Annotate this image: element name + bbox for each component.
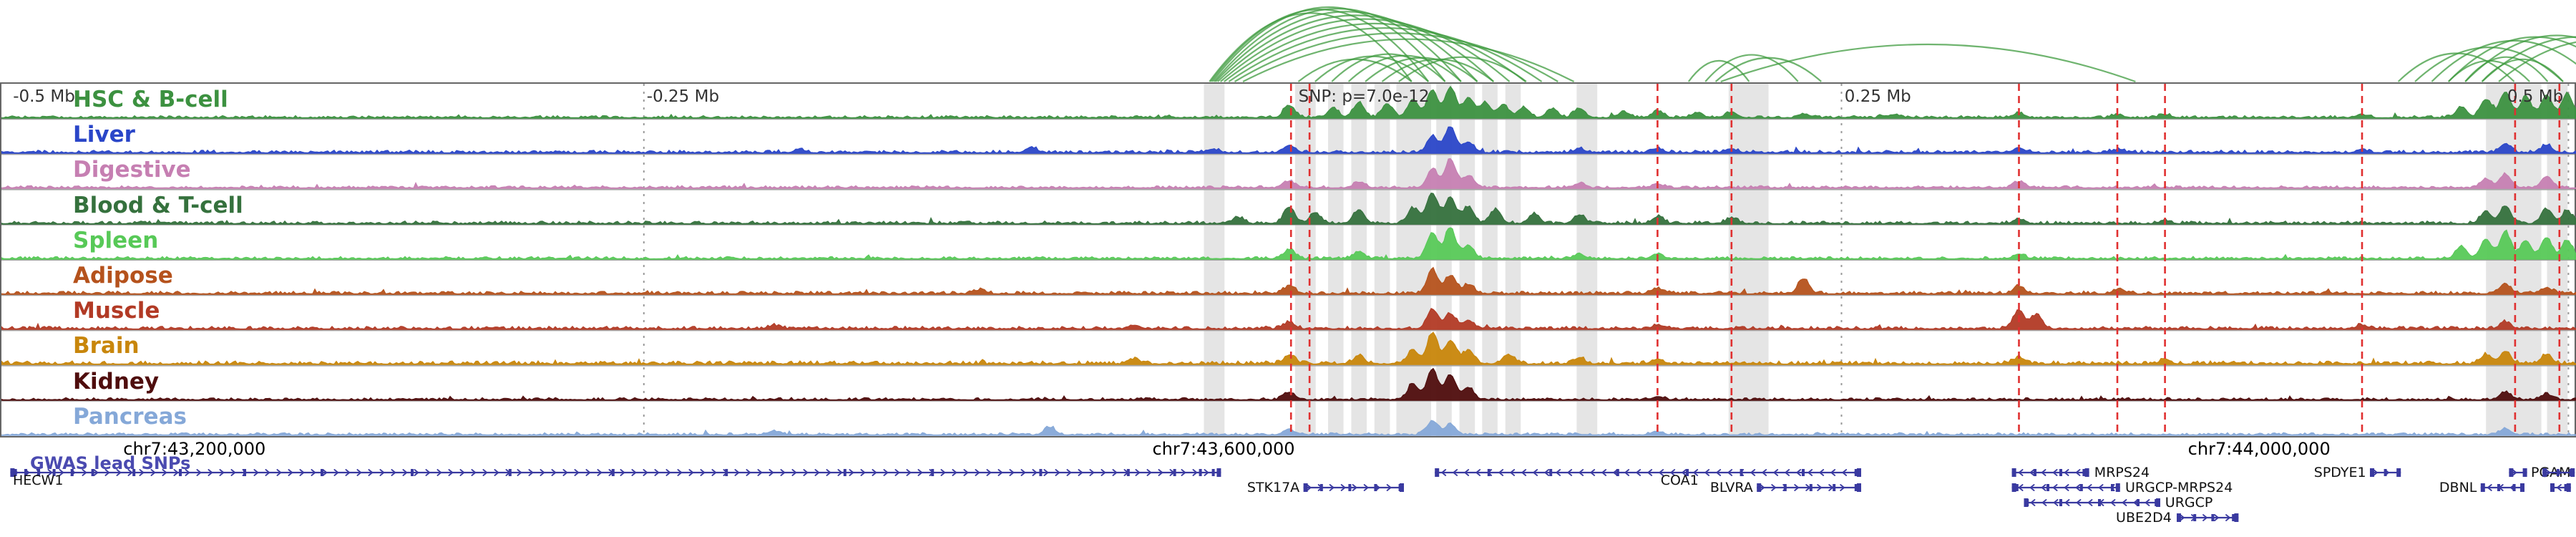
interaction-arc: [1234, 32, 1558, 82]
gene-model: DBNL: [2439, 480, 2524, 495]
gene-model: SPDYE1: [2314, 465, 2401, 480]
interaction-arc: [2481, 36, 2576, 82]
interaction-arc: [2448, 59, 2530, 82]
track-row: Spleen: [1, 225, 2576, 260]
interaction-arc: [1228, 27, 1543, 82]
track-signal: [1, 332, 2576, 366]
interaction-arc: [1331, 53, 1446, 82]
gene-label: URGCP-MRPS24: [2125, 480, 2233, 495]
gene-label: HECW1: [13, 473, 63, 488]
gene-model: MRPS24: [2011, 465, 2150, 480]
track-label: Spleen: [73, 227, 159, 253]
track-signal: [1, 126, 2576, 154]
interaction-arc: [1219, 18, 1511, 82]
track-row: Pancreas: [1, 401, 2576, 436]
interaction-arcs-canvas: [1209, 6, 2576, 82]
gene-label: COA1: [1661, 473, 1699, 488]
interaction-arc: [1704, 54, 1799, 82]
track-label: Blood & T-cell: [73, 192, 243, 218]
interaction-arc: [1213, 8, 1462, 82]
track-label: Adipose: [73, 263, 173, 289]
interaction-arc: [1381, 58, 1494, 82]
interaction-arc: [1365, 57, 1478, 82]
scale-label: -0.5 Mb: [13, 87, 75, 106]
interaction-arc: [1224, 22, 1526, 82]
track-label: Kidney: [73, 368, 160, 395]
coordinate-label: chr7:43,200,000: [123, 439, 266, 459]
coordinate-label: chr7:43,600,000: [1152, 439, 1295, 459]
track-signal: [1, 85, 2576, 119]
gene-label: BLVRA: [1710, 480, 1753, 495]
track-row: Kidney: [1, 366, 2576, 401]
interaction-arc: [2431, 39, 2576, 82]
track-rows: HSC & B-cell Liver Digestive Blood & T-cell…: [1, 84, 2576, 436]
interaction-arc: [2448, 36, 2576, 82]
interaction-arc: [1714, 57, 1822, 82]
interaction-arc: [1216, 14, 1495, 82]
track-label: Liver: [73, 122, 135, 148]
gene-model: [2550, 483, 2571, 492]
gene-model: BLVRA: [1710, 480, 1861, 495]
gene-label: MRPS24: [2094, 465, 2150, 480]
scale-label: -0.25 Mb: [646, 87, 720, 106]
gene-label: SPDYE1: [2314, 465, 2366, 480]
track-label: Pancreas: [73, 403, 187, 430]
gene-model: COA1: [1435, 468, 1861, 488]
track-row: Muscle: [1, 295, 2576, 330]
track-label: Digestive: [73, 157, 191, 183]
track-signal: [1, 227, 2576, 260]
track-row: Blood & T-cell: [1, 190, 2576, 225]
gene-label: UBE2D4: [2116, 510, 2172, 526]
gene-annotation-track: HECW1 STK17A COA1 BLVRA MRPS24URGCP-MRPS24UR…: [10, 465, 2575, 526]
track-area: HSC & B-cell Liver Digestive Blood & T-cell…: [0, 82, 2576, 437]
interaction-arc: [1214, 11, 1478, 82]
scale-label: 0.25 Mb: [1844, 87, 1911, 106]
gene-model: HECW1: [10, 468, 1221, 488]
coordinate-axis: chr7:43,200,000 chr7:43,600,000 chr7:44,00…: [0, 439, 2576, 460]
gene-model: UBE2D4: [2116, 510, 2239, 526]
gene-label: DBNL: [2439, 480, 2477, 495]
track-row: Liver: [1, 119, 2576, 154]
gene-model: STK17A: [1247, 480, 1404, 495]
track-row: Adipose: [1, 260, 2576, 295]
track-signal: [1, 308, 2576, 330]
gene-model: URGCP: [2024, 495, 2213, 511]
snp-annotation: SNP: p=7.0e-12: [1298, 87, 1430, 106]
interaction-arc: [1211, 6, 1446, 82]
interaction-arc: [1720, 43, 2136, 82]
track-row: Brain: [1, 330, 2576, 366]
gwas-lead-snps-label: GWAS lead SNPs: [30, 453, 191, 473]
track-row: Digestive: [1, 154, 2576, 190]
gene-model: URGCP-MRPS24: [2011, 480, 2233, 495]
track-signal: [1, 192, 2576, 225]
track-label: Muscle: [73, 298, 160, 324]
scale-label: 0.5 Mb: [2507, 87, 2564, 106]
interaction-arc: [1242, 38, 1575, 82]
gene-label: STK17A: [1247, 480, 1299, 495]
gene-model: [2542, 468, 2575, 477]
track-signal: [1, 420, 2576, 436]
gene-label: URGCP: [2165, 495, 2213, 511]
interaction-arc: [2481, 58, 2564, 82]
track-label: HSC & B-cell: [73, 87, 228, 112]
interaction-arc: [1209, 12, 1413, 82]
track-signal: [1, 266, 2576, 295]
track-row: HSC & B-cell: [1, 84, 2576, 119]
track-label: Brain: [73, 333, 140, 359]
track-signal: [1, 158, 2576, 190]
interaction-arc: [2464, 56, 2549, 82]
interaction-arc: [1398, 56, 1527, 82]
track-signal: [1, 367, 2576, 401]
coordinate-label: chr7:44,000,000: [2187, 439, 2331, 459]
interaction-arc: [1347, 54, 1462, 82]
